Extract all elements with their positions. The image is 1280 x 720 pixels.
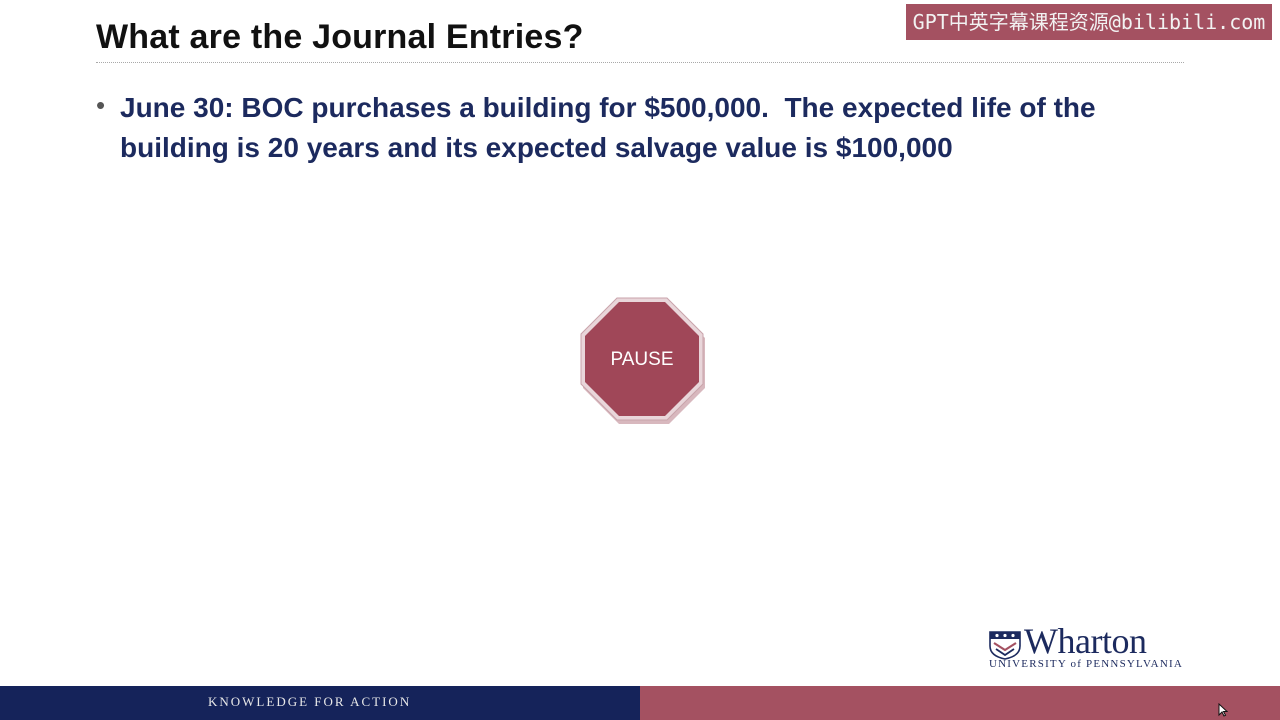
stop-sign-icon <box>580 297 705 424</box>
mouse-cursor-icon <box>1218 703 1228 717</box>
bullet-list: • June 30: BOC purchases a building for … <box>96 88 1206 168</box>
logo-subtitle: UNIVERSITY of PENNSYLVANIA <box>989 658 1183 670</box>
logo-wordmark: Wharton <box>1024 621 1147 661</box>
footer-bar-left: KNOWLEDGE FOR ACTION <box>0 686 640 720</box>
bullet-item: • June 30: BOC purchases a building for … <box>96 88 1206 168</box>
watermark-banner: GPT中英字幕课程资源@bilibili.com <box>906 4 1272 40</box>
title-divider <box>96 62 1184 63</box>
slide-title: What are the Journal Entries? <box>96 18 584 56</box>
penn-shield-icon <box>989 631 1021 660</box>
wharton-logo: Wharton UNIVERSITY of PENNSYLVANIA <box>988 621 1192 674</box>
pause-label: PAUSE <box>610 349 674 370</box>
footer-bar-right <box>640 686 1280 720</box>
footer-tagline: KNOWLEDGE FOR ACTION <box>208 694 412 709</box>
bullet-marker: • <box>96 90 106 120</box>
bullet-text: June 30: BOC purchases a building for $5… <box>120 92 1104 163</box>
